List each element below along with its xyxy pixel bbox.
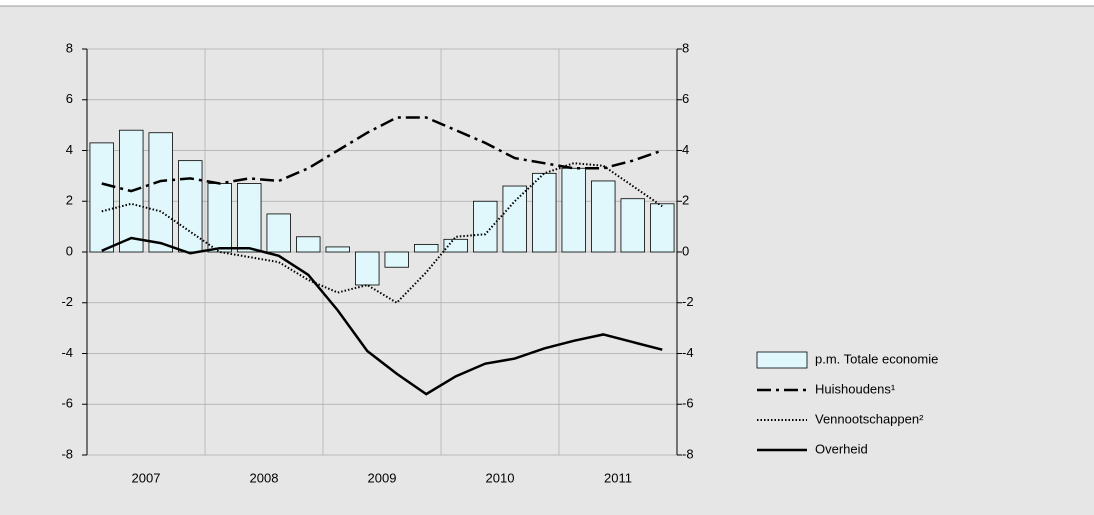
- y-tick-label: -2: [61, 294, 73, 309]
- y2-tick-label: 4: [682, 142, 689, 157]
- y2-tick-label: -2: [682, 294, 694, 309]
- legend-label: Overheid: [815, 441, 868, 456]
- bar: [207, 183, 232, 253]
- y2-tick-label: 2: [682, 193, 689, 208]
- y-tick-label: 8: [66, 40, 73, 55]
- bar: [178, 160, 203, 253]
- line: [101, 236, 663, 396]
- bar: [414, 243, 439, 253]
- bar: [502, 185, 527, 253]
- bar: [561, 167, 586, 253]
- y2-tick-label: 0: [682, 243, 689, 258]
- bar: [355, 251, 380, 286]
- bar: [532, 172, 557, 253]
- y2-tick-label: 6: [682, 91, 689, 106]
- y2-tick-label: -8: [682, 446, 694, 461]
- bar: [89, 142, 114, 253]
- bar: [237, 183, 262, 253]
- x-tick-label: 2011: [604, 470, 632, 485]
- bar: [325, 246, 350, 253]
- line: [101, 162, 663, 305]
- legend-swatch: [756, 351, 808, 369]
- bar: [384, 251, 409, 268]
- x-tick-label: 2009: [368, 470, 397, 485]
- bar: [591, 180, 616, 253]
- y-tick-label: -8: [61, 446, 73, 461]
- background: [0, 6, 1094, 515]
- y-tick-label: 2: [66, 193, 73, 208]
- y2-tick-label: 8: [682, 40, 689, 55]
- y2-tick-label: -4: [682, 345, 694, 360]
- legend-label: p.m. Totale economie: [815, 351, 938, 366]
- bar: [620, 198, 645, 253]
- legend-label: Huishoudens¹: [815, 381, 896, 396]
- y-tick-label: -4: [61, 345, 73, 360]
- bar: [296, 236, 321, 253]
- bar: [443, 238, 468, 253]
- bar: [650, 203, 675, 253]
- y2-tick-label: -6: [682, 396, 694, 411]
- line: [101, 116, 663, 193]
- y-tick-label: 4: [66, 142, 73, 157]
- x-tick-label: 2010: [486, 470, 515, 485]
- bar: [148, 132, 173, 253]
- x-tick-label: 2007: [132, 470, 161, 485]
- legend-label: Vennootschappen²: [815, 411, 924, 426]
- y-tick-label: 0: [66, 243, 73, 258]
- bar: [266, 213, 291, 253]
- y-tick-label: -6: [61, 396, 73, 411]
- bar: [473, 200, 498, 253]
- x-tick-label: 2008: [250, 470, 279, 485]
- y-tick-label: 6: [66, 91, 73, 106]
